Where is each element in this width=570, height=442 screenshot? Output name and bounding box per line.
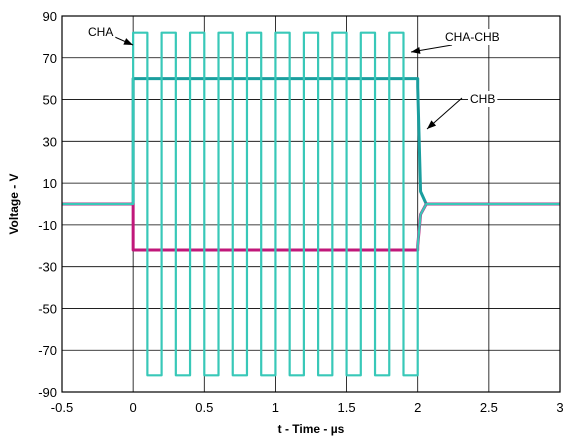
x-tick-label: 1 — [272, 400, 279, 415]
x-tick-label: -0.5 — [51, 400, 73, 415]
x-axis-title: t - Time - µs — [278, 422, 345, 436]
x-tick-label: 3 — [556, 400, 563, 415]
y-tick-label: 50 — [43, 93, 57, 108]
y-tick-label: 10 — [43, 176, 57, 191]
tick-labels: -0.5 0 0.5 1 1.5 2 2.5 3 90 70 50 30 10 -10 -30 -50 -70 -… — [38, 9, 563, 415]
annotation-label-bg — [86, 24, 116, 40]
annotation-label: CHB — [470, 92, 495, 106]
annotation-arrowhead — [123, 38, 133, 45]
series-chb — [62, 202, 560, 252]
y-tick-label: -30 — [38, 260, 57, 275]
y-tick-label: -10 — [38, 218, 57, 233]
x-tick-label: 0 — [130, 400, 137, 415]
series-layer — [62, 31, 560, 377]
x-tick-label: 2.5 — [480, 400, 498, 415]
y-tick-label: 90 — [43, 9, 57, 24]
annotation-arrowhead — [427, 120, 437, 129]
plot-frame — [61, 15, 561, 393]
x-tick-label: 1.5 — [338, 400, 356, 415]
y-tick-label: -50 — [38, 301, 57, 316]
y-tick-label: -70 — [38, 343, 57, 358]
annotation-label: CHA-CHB — [445, 30, 500, 44]
series-cha-chb — [62, 31, 560, 377]
annotation-label-bg — [468, 91, 498, 107]
y-axis-title: Voltage - V — [7, 173, 21, 234]
annotation-label-bg — [443, 29, 502, 45]
annotations: CHA CHA-CHB CHB — [86, 24, 502, 130]
y-tick-label: -90 — [38, 385, 57, 400]
y-tick-label: 30 — [43, 134, 57, 149]
annotation-label: CHA — [88, 25, 113, 39]
y-tick-label: 70 — [43, 51, 57, 66]
x-tick-label: 2 — [414, 400, 421, 415]
annotation-arrowhead — [411, 47, 421, 54]
x-tick-label: 0.5 — [195, 400, 213, 415]
